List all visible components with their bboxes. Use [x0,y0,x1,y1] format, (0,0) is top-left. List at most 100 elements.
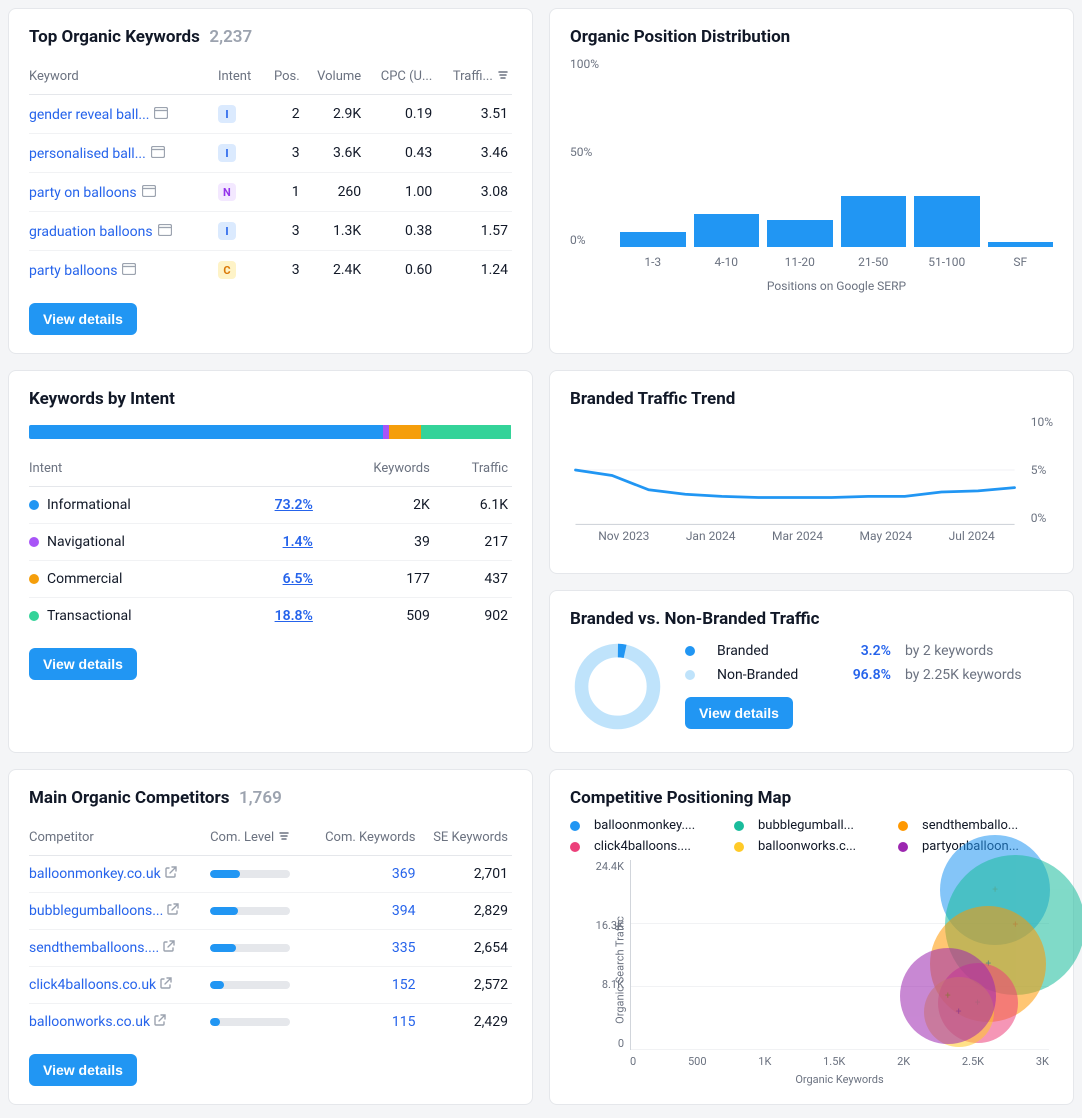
competitor-link[interactable]: bubblegumballoons... [29,903,163,919]
external-link-icon[interactable] [165,866,177,882]
col-cpc[interactable]: CPC (U... [365,59,436,95]
bar[interactable] [767,220,833,247]
serp-features-icon[interactable] [157,223,173,237]
col-competitor[interactable]: Competitor [29,820,210,856]
competitor-link[interactable]: balloonmonkey.co.uk [29,866,161,882]
col-keyword[interactable]: Keyword [29,59,218,95]
competitor-link[interactable]: sendthemballoons.... [29,940,159,956]
col-level[interactable]: Com. Level [210,820,309,856]
intent-segment[interactable] [389,425,420,439]
competition-level-bar [210,907,290,915]
table-row: bubblegumballoons...3942,829 [29,893,512,930]
legend-nonbranded: Non-Branded 96.8% by 2.25K keywords [685,663,1053,687]
intent-segment[interactable] [383,425,390,439]
external-link-icon[interactable] [167,903,179,919]
view-details-button[interactable]: View details [29,648,137,680]
keyword-link[interactable]: graduation balloons [29,224,153,240]
col-intent[interactable]: Intent [29,451,235,487]
com-keywords-link[interactable]: 152 [392,977,416,993]
view-details-button[interactable]: View details [685,697,793,729]
com-keywords-link[interactable]: 115 [392,1014,416,1030]
bar[interactable] [988,242,1054,247]
intent-pct-link[interactable]: 1.4% [283,534,313,550]
com-keywords-link[interactable]: 369 [392,866,416,882]
cell-keywords: 509 [317,598,434,635]
view-details-button[interactable]: View details [29,1054,137,1086]
keyword-link[interactable]: party on balloons [29,185,137,201]
cell-traffic: 902 [434,598,512,635]
col-traffic[interactable]: Traffic [434,451,512,487]
intent-pct-link[interactable]: 6.5% [283,571,313,587]
serp-features-icon[interactable] [141,184,157,198]
cell-traffic: 1.24 [436,251,512,290]
cell-traffic: 3.08 [436,173,512,212]
cell-cpc: 0.19 [365,95,436,134]
cell-cpc: 1.00 [365,173,436,212]
col-se-kw[interactable]: SE Keywords [419,820,512,856]
col-traffic[interactable]: Traffi... [436,59,512,95]
intent-segment[interactable] [29,425,383,439]
table-row: balloonworks.co.uk1152,429 [29,1004,512,1041]
plus-icon: + [945,991,951,1002]
intent-segment[interactable] [421,425,512,439]
bar[interactable] [914,196,980,247]
col-com-kw[interactable]: Com. Keywords [309,820,420,856]
cell-volume: 2.4K [304,251,366,290]
card-title: Branded Traffic Trend [570,389,735,409]
bubble[interactable]: + [900,948,996,1044]
table-row: Commercial6.5%177437 [29,561,512,598]
com-keywords-link[interactable]: 394 [392,903,416,919]
intent-pct-link[interactable]: 18.8% [275,608,313,624]
legend-item[interactable]: click4balloons.... [570,839,710,854]
cell-traffic: 3.46 [436,134,512,173]
branded-split-card: Branded vs. Non-Branded Traffic Branded … [549,590,1074,753]
col-pos[interactable]: Pos. [266,59,304,95]
intent-pct-link[interactable]: 73.2% [275,497,313,513]
serp-features-icon[interactable] [150,145,166,159]
table-row: Informational73.2%2K6.1K [29,487,512,524]
view-details-button[interactable]: View details [29,303,137,335]
cell-traffic: 1.57 [436,212,512,251]
serp-features-icon[interactable] [121,262,137,276]
col-keywords[interactable]: Keywords [317,451,434,487]
competitor-link[interactable]: balloonworks.co.uk [29,1014,150,1030]
intent-badge: C [218,261,236,279]
keyword-link[interactable]: party balloons [29,263,117,279]
positioning-card: Competitive Positioning Map balloonmonke… [549,769,1074,1105]
external-link-icon[interactable] [160,977,172,993]
legend-item[interactable]: balloonmonkey.... [570,818,710,833]
bars-container [620,65,1053,247]
cell-volume: 3.6K [304,134,366,173]
com-keywords-link[interactable]: 335 [392,940,416,956]
x-axis-labels: Nov 2023Jan 2024Mar 2024May 2024Jul 2024 [570,529,1053,543]
competitor-link[interactable]: click4balloons.co.uk [29,977,156,993]
intent-card: Keywords by Intent Intent Keywords Traff… [8,370,533,753]
table-row: balloonmonkey.co.uk3692,701 [29,856,512,893]
bar[interactable] [620,232,686,247]
x-axis-title: Organic Keywords [630,1073,1049,1086]
dot-icon [29,500,39,510]
table-row: graduation balloonsI31.3K0.381.57 [29,212,512,251]
table-row: click4balloons.co.uk1522,572 [29,967,512,1004]
bar[interactable] [694,214,760,247]
dot-icon [685,670,695,680]
bar[interactable] [841,196,907,247]
dot-icon [29,611,39,621]
external-link-icon[interactable] [154,1014,166,1030]
legend-item[interactable]: sendthemballo... [898,818,1038,833]
external-link-icon[interactable] [163,940,175,956]
cell-volume: 1.3K [304,212,366,251]
legend-item[interactable]: bubblegumball... [734,818,874,833]
col-intent[interactable]: Intent [218,59,266,95]
keyword-link[interactable]: gender reveal ball... [29,107,149,123]
competition-level-bar [210,981,290,989]
sort-icon [498,69,508,84]
serp-features-icon[interactable] [153,106,169,120]
col-volume[interactable]: Volume [304,59,366,95]
legend-item[interactable]: balloonworks.c... [734,839,874,854]
keyword-link[interactable]: personalised ball... [29,146,146,162]
branded-line-chart: 10% 5% 0% Nov 2023Jan 2024Mar 2024May 20… [570,415,1053,555]
cell-pos: 2 [266,95,304,134]
position-bar-chart: 100% 50% 0% 1-34-1011-2021-5051-100SF Po… [570,57,1053,287]
col-pct[interactable] [235,451,317,487]
